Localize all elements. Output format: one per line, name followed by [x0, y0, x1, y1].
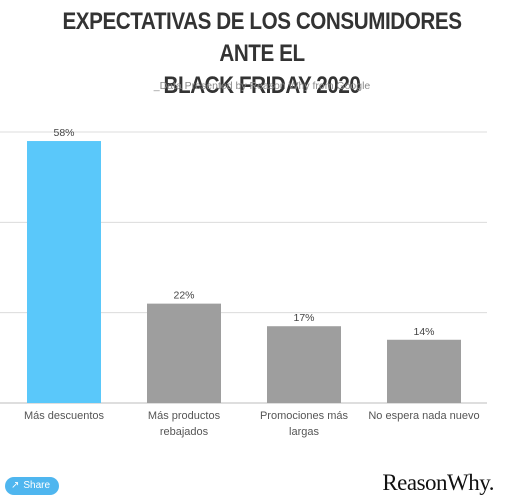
data-label: 14%: [413, 326, 434, 338]
category-label: rebajados: [160, 426, 209, 438]
share-label: Share: [23, 480, 51, 491]
bar: [147, 303, 221, 403]
category-label: largas: [289, 426, 319, 438]
data-label: 58%: [53, 127, 74, 139]
bar: [267, 326, 341, 403]
bars: [27, 141, 461, 404]
share-icon: ↗: [11, 480, 20, 491]
chart-title-line-1: EXPECTATIVAS DE LOS CONSUMIDORES ANTE EL: [62, 8, 462, 67]
share-button[interactable]: ↗ Share: [5, 477, 60, 495]
reasonwhy-logo: ReasonWhy.: [382, 470, 494, 495]
bar: [27, 141, 101, 404]
bar-chart: 58% Más descuentos 22% Más productos rebajad…: [0, 127, 487, 438]
data-label: 17%: [293, 312, 314, 324]
chart-subtitle: _Data Presented by Reason Why from Googl…: [153, 80, 371, 92]
category-label: No espera nada nuevo: [368, 410, 479, 422]
chart-title: EXPECTATIVAS DE LOS CONSUMIDORES ANTE EL…: [37, 6, 488, 102]
category-label: Más descuentos: [24, 410, 105, 422]
category-label: Promociones más: [260, 410, 349, 422]
chart-title-line-2: BLACK FRIDAY 2020: [163, 72, 361, 99]
category-label: Más productos: [148, 410, 221, 422]
data-label: 22%: [173, 290, 194, 302]
labels: 58% Más descuentos 22% Más productos rebajad…: [24, 127, 480, 438]
bar: [387, 339, 461, 403]
